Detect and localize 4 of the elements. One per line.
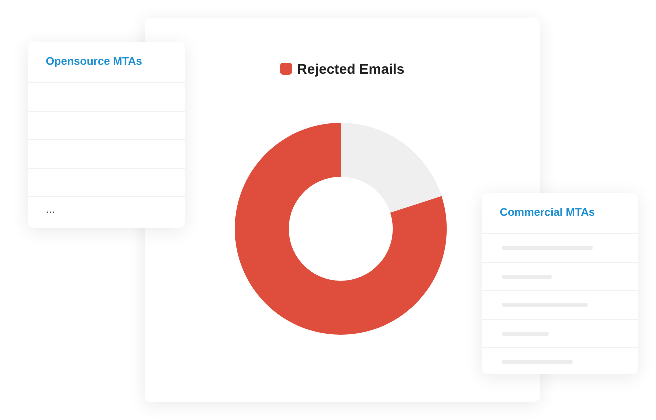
- legend-label: Rejected Emails: [297, 61, 405, 77]
- category-label: ...: [46, 204, 56, 216]
- text: Commercial MTAs: [499, 206, 596, 221]
- text: Opensource MTAs: [45, 55, 144, 70]
